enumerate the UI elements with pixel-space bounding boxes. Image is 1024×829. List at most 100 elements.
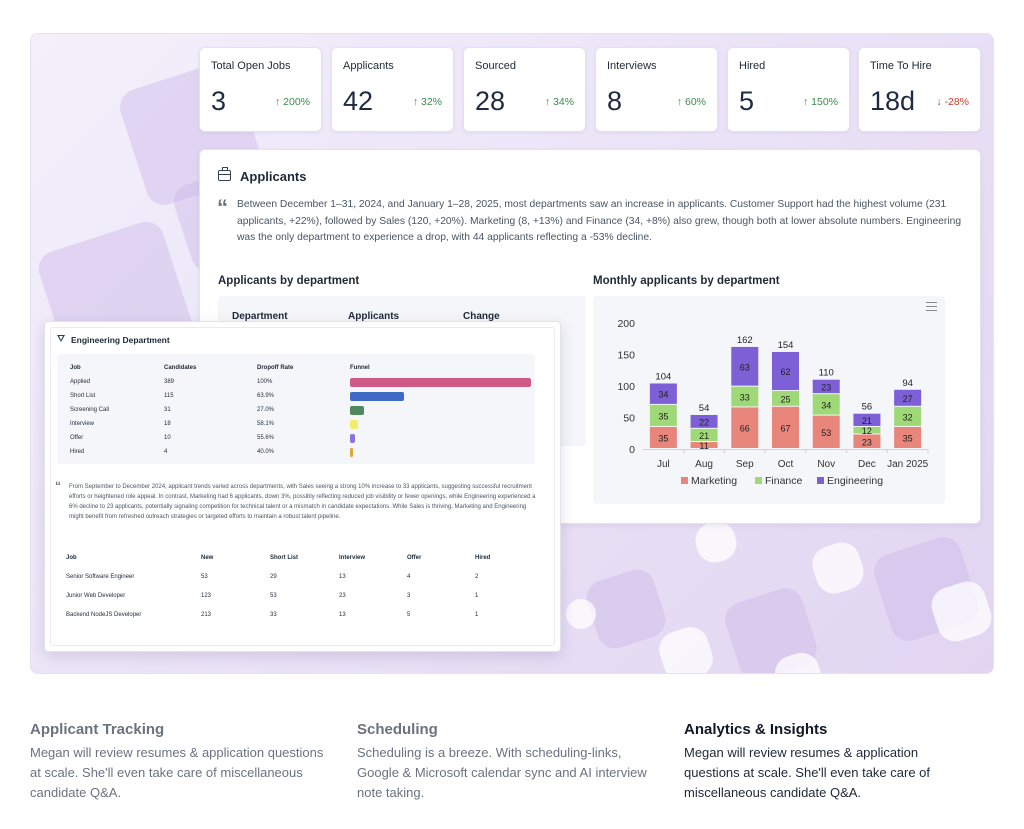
funnel-table [57, 354, 535, 464]
bar-segment-finance [649, 404, 677, 426]
engineering-summary: From September to December 2024, applica… [69, 484, 536, 520]
decor-tile [807, 537, 869, 599]
data-label: 32 [903, 412, 913, 422]
kpi-card-total-open-jobs[interactable]: Total Open Jobs 3 ↑ 200% [199, 47, 322, 132]
funnel-dropoff: 63.9% [257, 393, 275, 399]
funnel-bar [350, 392, 404, 401]
jobs-cell: 213 [201, 612, 212, 618]
total-label: 54 [699, 403, 710, 414]
funnel-dropoff: 58.1% [257, 421, 275, 427]
funnel-candidates: 31 [164, 407, 171, 413]
bar-segment-finance [894, 406, 922, 426]
feature-applicant-tracking[interactable]: Applicant Tracking Megan will review res… [30, 721, 330, 803]
kpi-change: ↑ 150% [802, 96, 838, 108]
y-tick-label: 150 [617, 350, 635, 362]
jobs-column-header: Offer [407, 555, 422, 561]
jobs-cell: 13 [339, 574, 346, 580]
total-label: 94 [902, 378, 913, 389]
quote-icon: “ [217, 195, 228, 220]
data-label: 27 [903, 394, 913, 404]
x-tick-label: Aug [695, 459, 713, 470]
funnel-stage: Screening Call [70, 407, 110, 413]
bar-segment-finance [853, 426, 881, 434]
data-label: 25 [780, 394, 790, 404]
bar-segment-finance [812, 394, 840, 415]
funnel-bar [350, 420, 359, 429]
kpi-label: Interviews [607, 60, 657, 72]
total-label: 154 [778, 340, 794, 351]
chart-canvas: 050100150200353534104Jul11212254Aug66336… [617, 318, 928, 487]
data-label: 35 [658, 411, 668, 421]
kpi-card-applicants[interactable]: Applicants 42 ↑ 32% [331, 47, 454, 132]
legend-swatch-finance [755, 477, 762, 484]
legend-swatch-marketing [681, 477, 688, 484]
funnel-bar [350, 406, 365, 415]
kpi-card-hired[interactable]: Hired 5 ↑ 150% [727, 47, 850, 132]
decor-tile [690, 516, 742, 568]
funnel-dropoff: 40.0% [257, 449, 275, 455]
bar-segment-finance [772, 391, 799, 406]
column-header-change[interactable]: Change [463, 311, 500, 322]
column-header-department[interactable]: Department [232, 311, 288, 322]
bar-segment-marketing [772, 406, 799, 448]
data-label: 34 [658, 390, 668, 400]
funnel-candidates: 389 [164, 379, 175, 385]
jobs-cell: 53 [270, 593, 277, 599]
funnel-header: Funnel [350, 365, 370, 371]
bar-segment-marketing [731, 407, 759, 448]
data-label: 33 [740, 393, 750, 403]
kpi-label: Time To Hire [870, 60, 932, 72]
kpi-card-interviews[interactable]: Interviews 8 ↑ 60% [595, 47, 718, 132]
jobs-column-header: Short List [270, 555, 298, 561]
bar-segment-engineering [894, 389, 922, 406]
kpi-change: ↑ 32% [412, 96, 442, 108]
funnel-bar [350, 434, 355, 443]
funnel-bar [350, 448, 353, 457]
funnel-header: Dropoff Rate [257, 365, 294, 371]
kpi-value: 5 [739, 86, 755, 116]
kpi-label: Hired [739, 60, 766, 72]
filter-icon[interactable] [57, 335, 65, 342]
kpi-value: 18d [870, 86, 916, 116]
legend-swatch-engineering [817, 477, 824, 484]
monthly-title: Monthly applicants by department [593, 275, 780, 287]
dashboard-hero: Total Open Jobs 3 ↑ 200% Applicants 42 ↑… [30, 33, 994, 674]
column-header-applicants[interactable]: Applicants [348, 311, 400, 322]
kpi-card-sourced[interactable]: Sourced 28 ↑ 34% [463, 47, 586, 132]
data-label: 53 [821, 428, 831, 438]
data-label: 11 [699, 441, 708, 451]
kpi-label: Sourced [475, 60, 516, 72]
data-label: 23 [862, 437, 872, 447]
jobs-cell: 53 [201, 574, 208, 580]
data-label: 35 [903, 433, 913, 443]
job-title-link[interactable]: Junior Web Developer [66, 593, 126, 599]
funnel-dropoff: 27.0% [257, 407, 275, 413]
feature-analytics-insights[interactable]: Analytics & Insights Megan will review r… [684, 721, 974, 803]
funnel-stage: Offer [70, 435, 84, 441]
kpi-card-time-to-hire[interactable]: Time To Hire 18d ↓ -28% [858, 47, 981, 132]
jobs-cell: 5 [407, 612, 411, 618]
bar-segment-marketing [812, 415, 840, 448]
data-label: 34 [821, 400, 831, 410]
feature-desc: Scheduling is a breeze. With scheduling-… [357, 745, 647, 800]
job-title-link[interactable]: Senior Software Engineer [66, 574, 135, 580]
data-label: 22 [699, 417, 709, 427]
bar-segment-engineering [853, 413, 881, 426]
jobs-column-header: Job [66, 555, 77, 561]
data-label: 67 [780, 423, 790, 433]
y-tick-label: 50 [623, 413, 635, 425]
monthly-applicants-chart: 0 50 100 150 200 35 35 34 104 Jul 11 21 22 54 Aug 66 33 6… [593, 296, 945, 504]
jobs-cell: 13 [339, 612, 346, 618]
data-label: 12 [862, 426, 872, 436]
quote-icon: “ [55, 479, 61, 493]
engineering-department-card: Engineering Department Job Candidates Drop… [44, 321, 561, 652]
feature-scheduling[interactable]: Scheduling Scheduling is a breeze. With … [357, 721, 657, 803]
bar-segment-marketing [894, 426, 922, 448]
feature-desc: Megan will review resumes & application … [30, 745, 324, 800]
job-title-link[interactable]: Backend NodeJS Developer [66, 612, 142, 618]
chart-menu-icon[interactable] [926, 302, 937, 311]
jobs-column-header: New [201, 555, 214, 561]
y-tick-label: 100 [617, 381, 635, 393]
funnel-dropoff: 55.6% [257, 435, 275, 441]
kpi-change: ↓ -28% [936, 96, 969, 108]
